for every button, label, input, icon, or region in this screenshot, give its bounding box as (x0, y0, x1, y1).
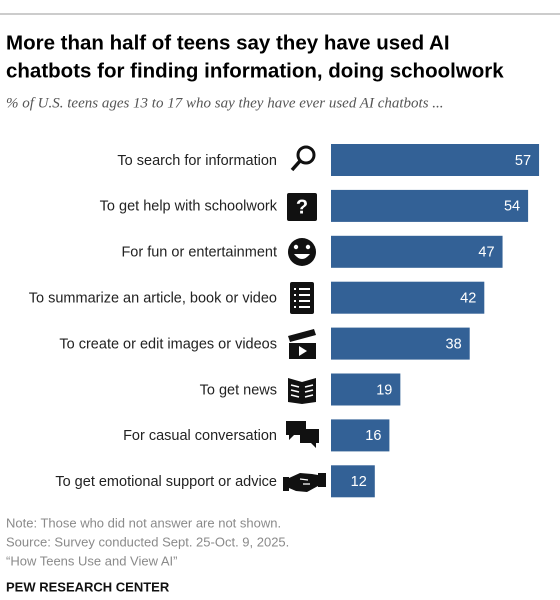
value-label: 54 (504, 199, 520, 215)
icon-smiley (288, 238, 316, 266)
category-label: To search for information (117, 153, 277, 169)
category-label: For casual conversation (123, 428, 277, 444)
value-label: 16 (365, 428, 381, 444)
bar (331, 465, 375, 498)
category-label: To get help with schoolwork (100, 199, 278, 215)
bar (331, 373, 401, 406)
value-label: 38 (446, 336, 462, 352)
icon-handshake (283, 473, 326, 492)
chart-title: More than half of teens say they have us… (6, 31, 450, 54)
chart-subtitle: % of U.S. teens ages 13 to 17 who say th… (6, 95, 444, 111)
category-label: For fun or entertainment (121, 245, 277, 261)
value-label: 47 (478, 245, 494, 261)
icon-clapper (288, 329, 316, 359)
bar (331, 419, 390, 452)
bar (331, 235, 503, 268)
value-label: 19 (376, 382, 392, 398)
note: Note: Those who did not answer are not s… (6, 515, 281, 530)
bar (331, 144, 540, 176)
icon-list (290, 282, 314, 314)
bar (331, 189, 529, 222)
note: “How Teens Use and View AI” (6, 553, 178, 568)
category-label: To create or edit images or videos (59, 336, 277, 352)
icon-question: ? (287, 193, 317, 221)
icons: ? (283, 145, 326, 492)
category-label: To get news (200, 382, 277, 398)
bar (331, 281, 485, 314)
note: Source: Survey conducted Sept. 25-Oct. 9… (6, 534, 289, 549)
icon-search (290, 145, 316, 172)
value-label: 57 (515, 153, 531, 169)
svg-text:?: ? (296, 196, 308, 218)
category-label: To get emotional support or advice (55, 474, 277, 490)
bar (331, 327, 470, 360)
value-label: 42 (460, 291, 476, 307)
source: PEW RESEARCH CENTER (6, 579, 170, 594)
value-label: 12 (351, 474, 367, 490)
chart-title: chatbots for finding information, doing … (6, 59, 504, 82)
icon-chat (286, 421, 319, 448)
category-label: To summarize an article, book or video (29, 291, 277, 307)
icon-news (288, 378, 316, 404)
